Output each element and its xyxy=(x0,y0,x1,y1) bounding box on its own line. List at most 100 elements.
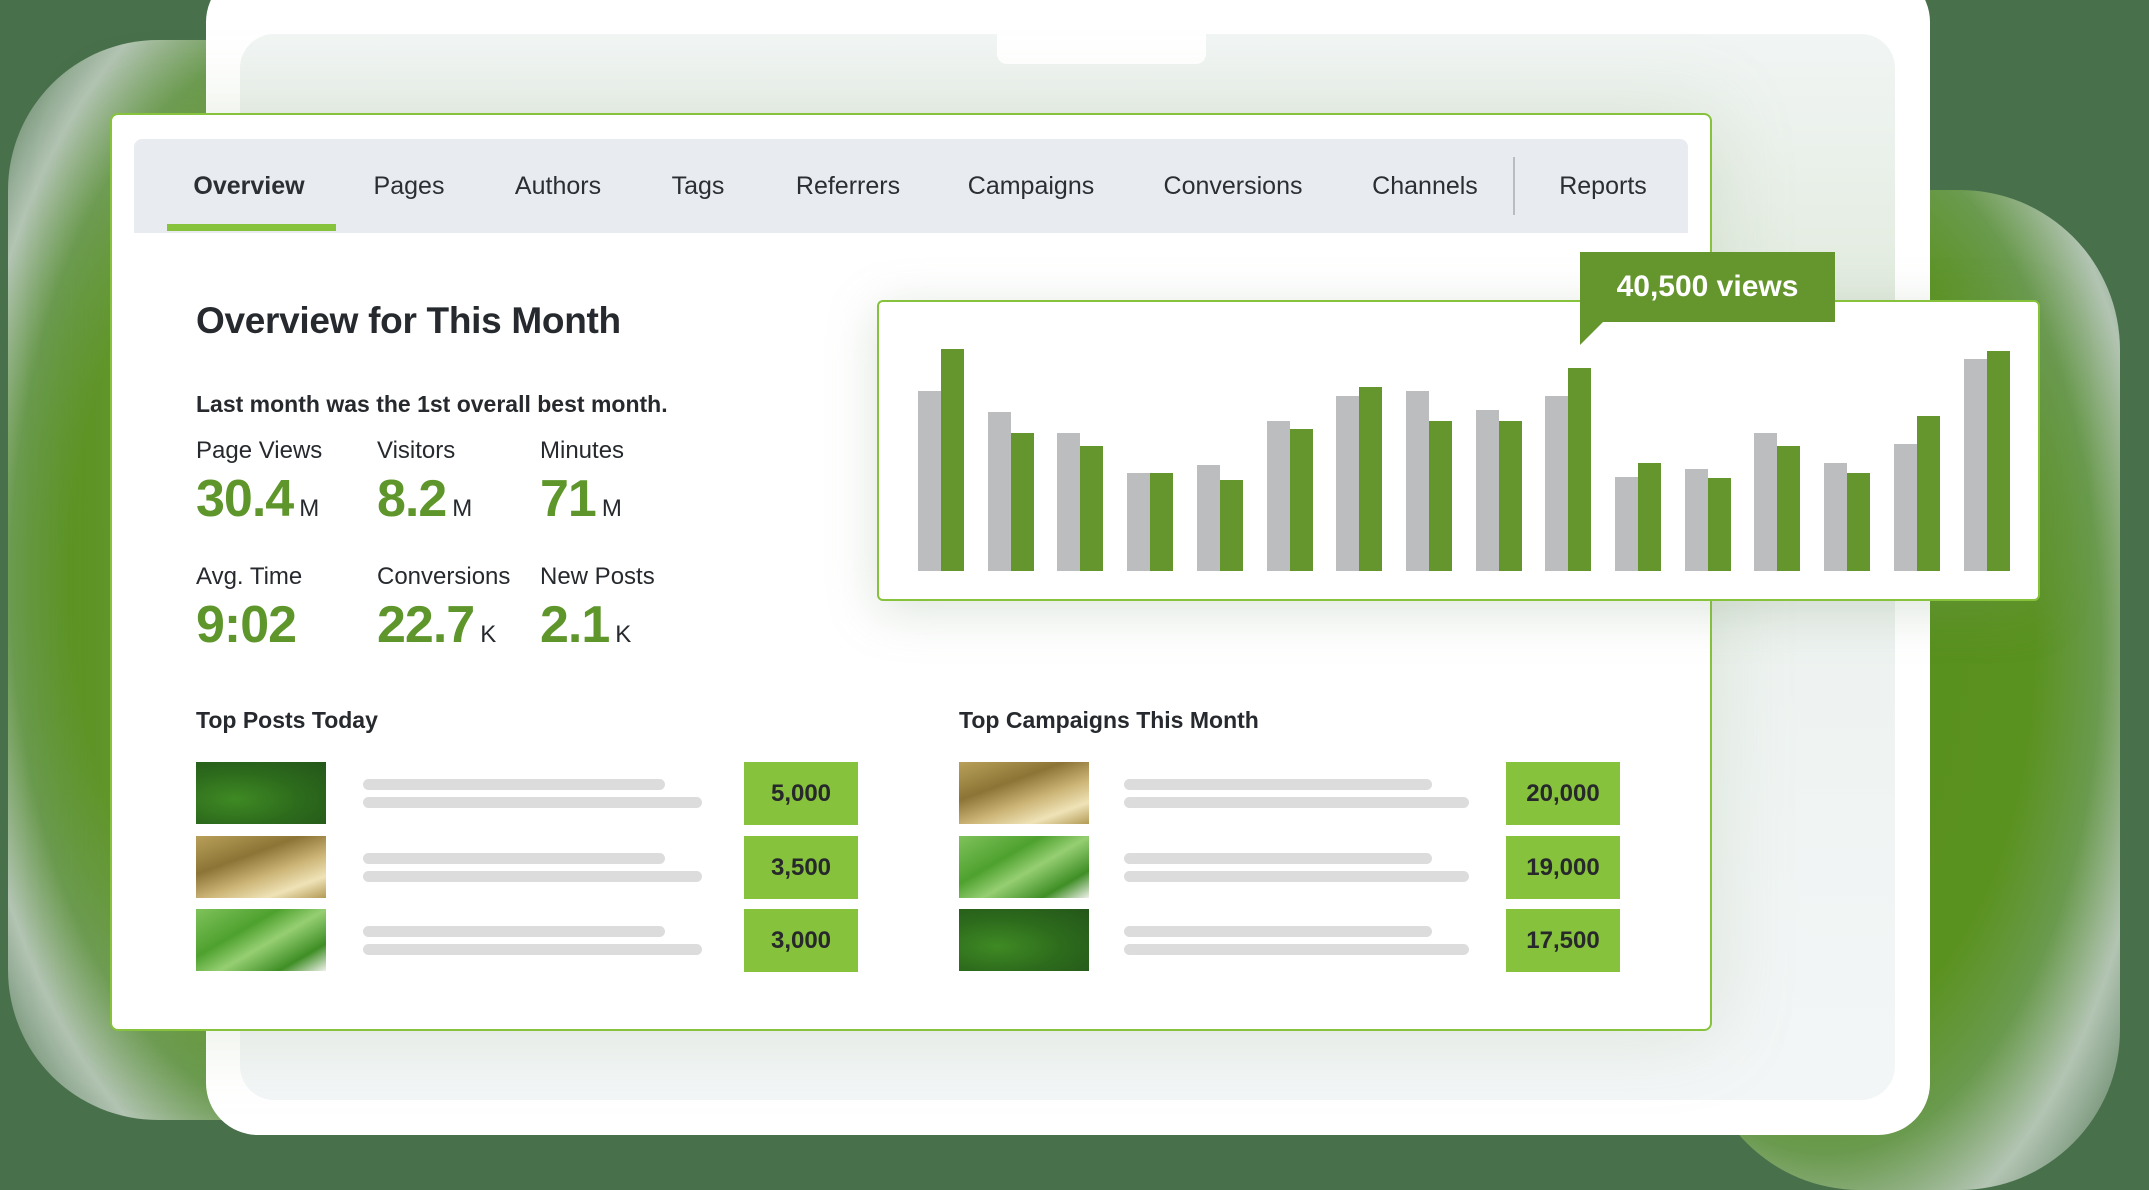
thumbnail-image xyxy=(959,836,1089,898)
bar-current[interactable] xyxy=(1080,446,1104,571)
title-placeholder xyxy=(363,779,665,790)
tab-channels[interactable]: Channels xyxy=(1372,172,1478,200)
thumbnail-image xyxy=(196,836,326,898)
bar-previous[interactable] xyxy=(1405,391,1429,571)
views-bar-chart xyxy=(877,300,2040,601)
count-badge: 19,000 xyxy=(1506,836,1620,899)
stat-label: Avg. Time xyxy=(196,563,303,590)
stat-unit: M xyxy=(299,495,320,522)
bar-previous[interactable] xyxy=(918,391,941,571)
chart-tooltip: 40,500 views xyxy=(1580,252,1835,322)
stat-unit: M xyxy=(452,495,473,522)
subtitle-placeholder xyxy=(1124,944,1469,955)
thumbnail-image xyxy=(959,909,1089,971)
stat-number: 71 xyxy=(540,470,597,528)
subtitle-placeholder xyxy=(363,871,702,882)
count-badge: 5,000 xyxy=(744,762,858,825)
stat-label: Conversions xyxy=(377,563,511,590)
stat-number: 8.2 xyxy=(377,470,447,528)
stat-number: 30.4 xyxy=(196,470,294,528)
count-badge: 17,500 xyxy=(1506,909,1620,972)
stat-label: Visitors xyxy=(377,437,456,464)
best-month-note: Last month was the 1st overall best mont… xyxy=(196,391,668,417)
stat-number: 2.1 xyxy=(540,596,610,654)
bar-current[interactable] xyxy=(1777,446,1801,571)
count-badge: 3,500 xyxy=(744,836,858,899)
thumbnail-image xyxy=(196,909,326,971)
subtitle-placeholder xyxy=(363,944,702,955)
title-placeholder xyxy=(1124,853,1432,864)
title-placeholder xyxy=(1124,779,1432,790)
tab-campaigns[interactable]: Campaigns xyxy=(967,172,1095,200)
bar-previous[interactable] xyxy=(1475,410,1499,571)
tab-bar: Overview Pages Authors Tags Referrers Campaig… xyxy=(134,139,1688,233)
bar-previous[interactable] xyxy=(1127,473,1151,571)
bar-current[interactable] xyxy=(1219,480,1243,571)
chart-bars xyxy=(879,302,2038,571)
bar-current[interactable] xyxy=(1707,478,1731,571)
subtitle-placeholder xyxy=(363,797,702,808)
bar-previous[interactable] xyxy=(1893,444,1917,571)
bar-previous[interactable] xyxy=(1684,469,1708,571)
tab-overview[interactable]: Overview xyxy=(193,172,305,200)
bar-current[interactable] xyxy=(1289,429,1313,571)
bar-previous[interactable] xyxy=(1615,477,1638,571)
stat-value: 30.4 M xyxy=(196,469,322,529)
list-item[interactable]: 5,000 xyxy=(112,762,1712,825)
stat-unit: K xyxy=(615,621,632,648)
tab-tags[interactable]: Tags xyxy=(671,172,725,200)
bar-previous[interactable] xyxy=(1963,359,1987,571)
tab-conversions[interactable]: Conversions xyxy=(1163,172,1303,200)
top-posts-title: Top Posts Today xyxy=(196,707,378,733)
stat-value: 8.2 M xyxy=(377,469,472,529)
list-item[interactable]: 20,000 xyxy=(112,762,1712,825)
bar-current[interactable] xyxy=(1010,433,1034,571)
bar-current[interactable] xyxy=(1986,351,2010,571)
bar-current[interactable] xyxy=(941,349,964,571)
bar-current[interactable] xyxy=(1428,421,1452,571)
bar-current[interactable] xyxy=(1498,421,1522,571)
bar-previous[interactable] xyxy=(987,412,1011,571)
stat-number: 9:02 xyxy=(196,596,297,654)
stat-label: Minutes xyxy=(540,437,625,464)
bar-current[interactable] xyxy=(1359,387,1383,571)
device-notch xyxy=(997,34,1206,64)
list-item[interactable]: 19,000 xyxy=(112,836,1712,899)
bar-current[interactable] xyxy=(1638,463,1661,571)
tab-divider xyxy=(1513,157,1515,215)
thumbnail-image xyxy=(959,762,1089,824)
count-badge: 20,000 xyxy=(1506,762,1620,825)
stat-value: 71 M xyxy=(540,469,624,529)
bar-previous[interactable] xyxy=(1057,433,1081,571)
tab-pages[interactable]: Pages xyxy=(373,172,445,200)
stat-label: Page Views xyxy=(196,437,323,464)
stat-unit: K xyxy=(480,621,497,648)
bar-current[interactable] xyxy=(1568,368,1592,571)
stat-visitors: Visitors 8.2 M xyxy=(377,437,472,529)
bar-previous[interactable] xyxy=(1824,463,1848,571)
list-item[interactable]: 3,000 xyxy=(112,909,1712,972)
bar-previous[interactable] xyxy=(1266,421,1290,571)
bar-previous[interactable] xyxy=(1336,396,1360,571)
thumbnail-image xyxy=(196,762,326,824)
list-item[interactable]: 3,500 xyxy=(112,836,1712,899)
bar-previous[interactable] xyxy=(1545,396,1569,571)
bar-previous[interactable] xyxy=(1196,465,1220,571)
chart-tooltip-pointer xyxy=(1580,321,1604,345)
tab-reports[interactable]: Reports xyxy=(1559,172,1647,200)
bar-current[interactable] xyxy=(1847,473,1871,571)
stat-new-posts: New Posts 2.1 K xyxy=(540,563,655,655)
list-item[interactable]: 17,500 xyxy=(112,909,1712,972)
stat-value: 22.7 K xyxy=(377,595,510,655)
tab-referrers[interactable]: Referrers xyxy=(795,172,901,200)
bar-previous[interactable] xyxy=(1754,433,1778,571)
stat-minutes: Minutes 71 M xyxy=(540,437,624,529)
stat-label: New Posts xyxy=(540,563,655,590)
stat-unit: M xyxy=(601,495,622,522)
bar-current[interactable] xyxy=(1150,473,1174,571)
stat-avg-time: Avg. Time 9:02 xyxy=(196,563,302,655)
subtitle-placeholder xyxy=(1124,797,1469,808)
tab-authors[interactable]: Authors xyxy=(514,172,602,200)
title-placeholder xyxy=(363,926,665,937)
bar-current[interactable] xyxy=(1916,416,1940,571)
